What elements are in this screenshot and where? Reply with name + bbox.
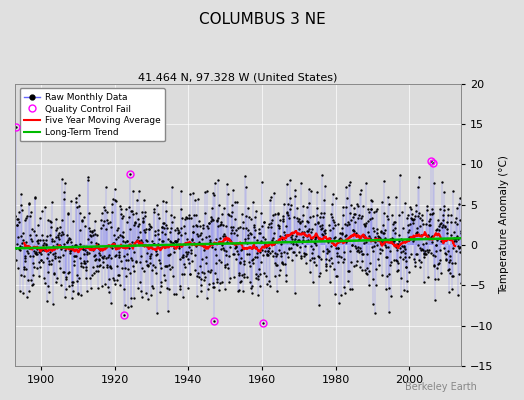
Y-axis label: Temperature Anomaly (°C): Temperature Anomaly (°C) bbox=[499, 156, 509, 294]
Text: Berkeley Earth: Berkeley Earth bbox=[405, 382, 477, 392]
Text: COLUMBUS 3 NE: COLUMBUS 3 NE bbox=[199, 12, 325, 27]
Legend: Raw Monthly Data, Quality Control Fail, Five Year Moving Average, Long-Term Tren: Raw Monthly Data, Quality Control Fail, … bbox=[19, 88, 165, 142]
Title: 41.464 N, 97.328 W (United States): 41.464 N, 97.328 W (United States) bbox=[138, 73, 337, 83]
